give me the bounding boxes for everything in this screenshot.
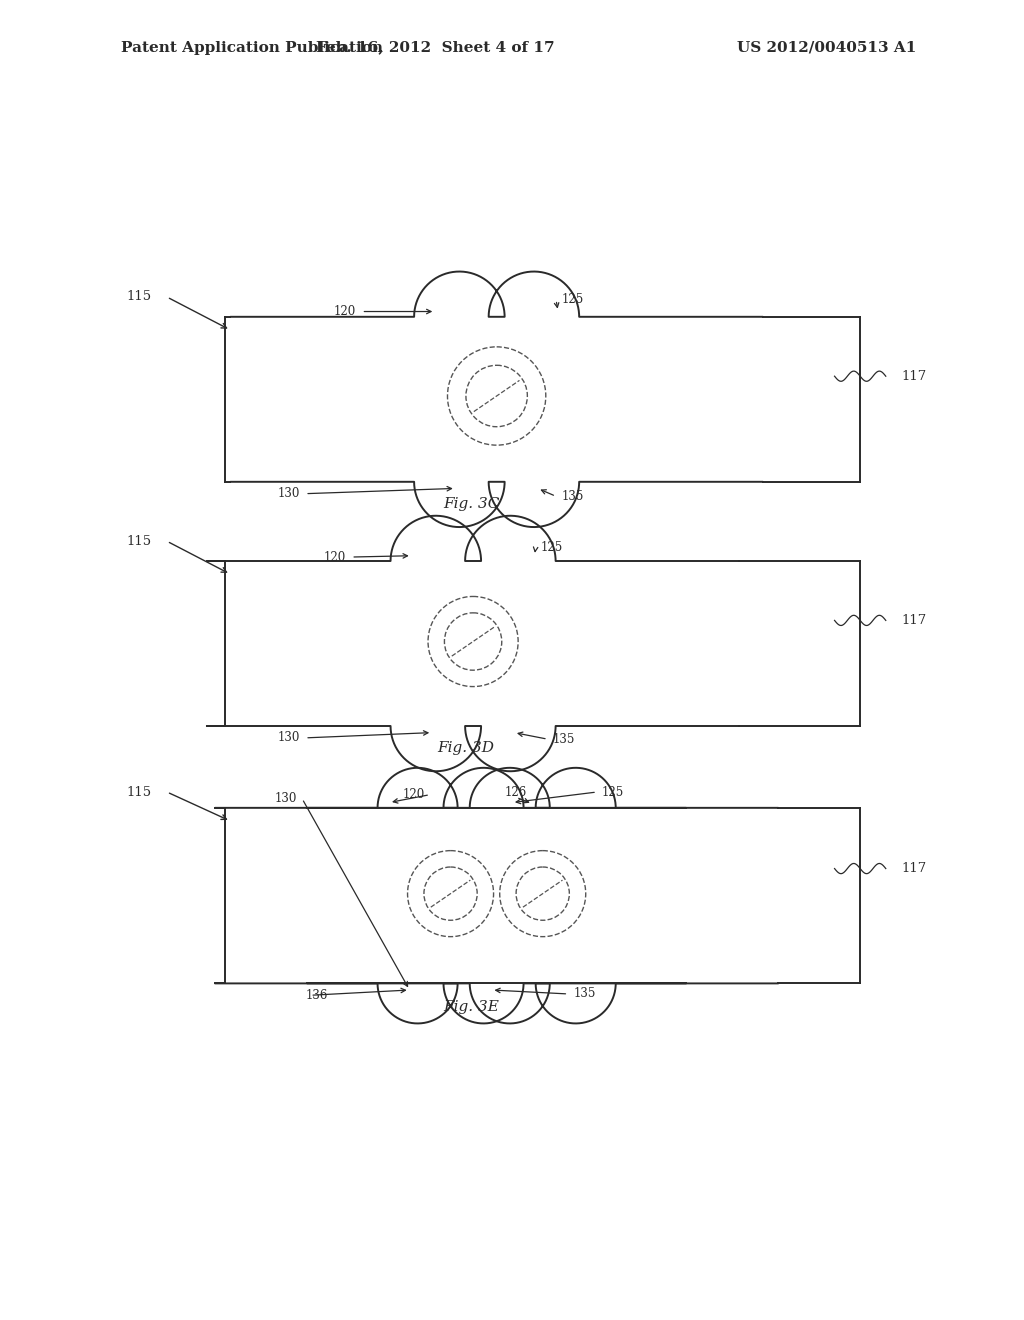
Text: 130: 130 [278,487,300,500]
Text: 117: 117 [901,862,927,875]
Text: Fig. 3E: Fig. 3E [443,1001,499,1014]
Text: 115: 115 [126,785,152,799]
Text: 125: 125 [541,541,563,554]
Text: 117: 117 [901,614,927,627]
Text: 136: 136 [305,989,328,1002]
Text: 126: 126 [505,785,527,799]
Text: 135: 135 [573,987,596,1001]
Text: 120: 120 [334,305,356,318]
Text: 120: 120 [324,550,346,564]
Text: Fig. 3D: Fig. 3D [437,742,495,755]
Text: 130: 130 [274,792,297,805]
Text: Patent Application Publication: Patent Application Publication [121,41,383,54]
Text: 125: 125 [561,293,584,306]
Text: 125: 125 [602,785,625,799]
Text: 115: 115 [126,290,152,304]
Text: 135: 135 [553,733,575,746]
Text: 130: 130 [278,731,300,744]
Text: 120: 120 [402,788,425,801]
Text: Fig. 3C: Fig. 3C [442,498,500,511]
Text: US 2012/0040513 A1: US 2012/0040513 A1 [737,41,916,54]
Text: Feb. 16, 2012  Sheet 4 of 17: Feb. 16, 2012 Sheet 4 of 17 [315,41,555,54]
Text: 117: 117 [901,370,927,383]
Text: 135: 135 [561,490,584,503]
Text: 115: 115 [126,535,152,548]
